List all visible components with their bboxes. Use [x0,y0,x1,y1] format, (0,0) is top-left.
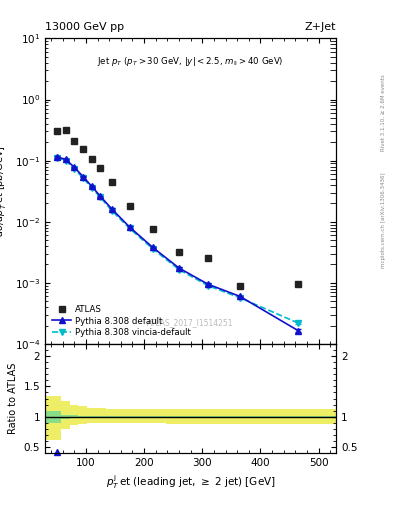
Y-axis label: $d\sigma/dp_T^{\rm j}\,{\rm et}$ [pb/GeV]: $d\sigma/dp_T^{\rm j}\,{\rm et}$ [pb/GeV… [0,145,9,237]
ATLAS [89,156,94,162]
Text: Rivet 3.1.10, ≥ 2.6M events: Rivet 3.1.10, ≥ 2.6M events [381,74,386,151]
Text: ATLAS_2017_I1514251: ATLAS_2017_I1514251 [147,318,234,327]
ATLAS [127,203,132,209]
ATLAS [63,126,68,133]
ATLAS [110,179,114,185]
X-axis label: $p_T^{\rm j}\,{\rm et}$ (leading jet, $\geq$ 2 jet) [GeV]: $p_T^{\rm j}\,{\rm et}$ (leading jet, $\… [106,474,275,492]
Text: Z+Jet: Z+Jet [305,22,336,32]
ATLAS [81,146,85,152]
Text: mcplots.cern.ch [arXiv:1306.3436]: mcplots.cern.ch [arXiv:1306.3436] [381,173,386,268]
ATLAS [72,138,77,144]
ATLAS [151,226,155,232]
Y-axis label: Ratio to ATLAS: Ratio to ATLAS [8,363,18,434]
Line: ATLAS: ATLAS [54,126,301,289]
ATLAS [238,283,242,289]
Legend: ATLAS, Pythia 8.308 default, Pythia 8.308 vincia-default: ATLAS, Pythia 8.308 default, Pythia 8.30… [50,303,194,339]
ATLAS [176,249,181,255]
ATLAS [206,254,210,261]
ATLAS [98,165,103,172]
ATLAS [296,281,301,287]
ATLAS [55,129,59,135]
Text: Jet $p_T$ ($p_T > 30$ GeV, $|y| < 2.5$, $m_{\rm ll} > 40$ GeV): Jet $p_T$ ($p_T > 30$ GeV, $|y| < 2.5$, … [97,55,284,68]
Text: 13000 GeV pp: 13000 GeV pp [45,22,124,32]
